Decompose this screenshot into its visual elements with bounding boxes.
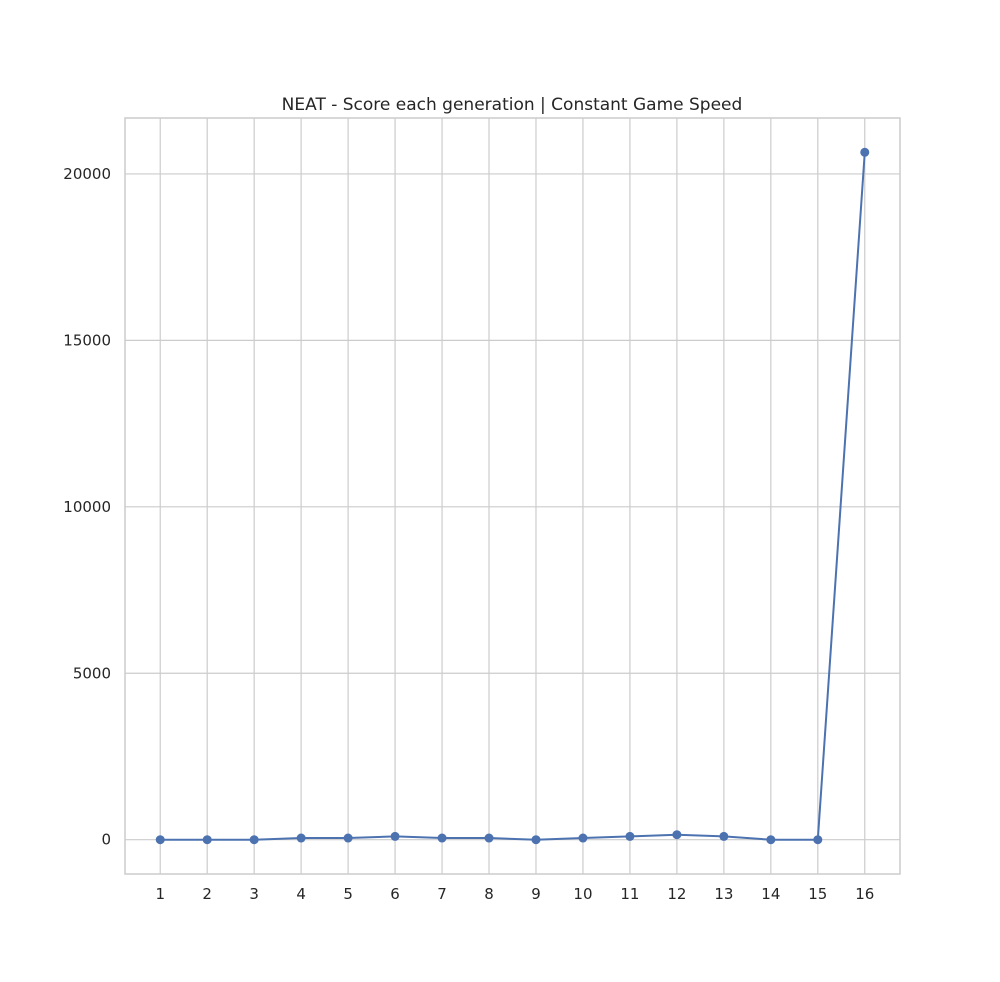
x-tick-label: 13 [714,885,733,903]
y-tick-label: 10000 [63,498,111,516]
y-axis-ticks: 0 5000 10000 15000 20000 [63,165,111,849]
x-tick-label: 2 [202,885,212,903]
data-point [672,830,682,840]
series-group [155,147,870,845]
x-tick-label: 4 [296,885,306,903]
x-tick-label: 5 [343,885,353,903]
x-tick-label: 6 [390,885,400,903]
data-point [719,831,729,841]
plot-frame [124,117,901,875]
series-line [160,152,866,841]
x-axis-ticks: 1 2 3 4 5 6 7 8 9 10 11 12 13 14 15 16 [155,885,874,903]
x-tick-label: 1 [155,885,165,903]
data-point [813,835,823,845]
data-point [578,833,588,843]
y-tick-label: 15000 [63,331,111,349]
x-tick-label: 12 [667,885,686,903]
data-point [155,835,165,845]
chart-title: NEAT - Score each generation | Constant … [282,95,743,115]
data-point [296,833,306,843]
data-point [531,835,541,845]
data-point [484,833,494,843]
y-tick-label: 20000 [63,165,111,183]
data-point [766,835,776,845]
x-tick-label: 7 [437,885,447,903]
x-tick-label: 16 [855,885,874,903]
data-point [437,833,447,843]
x-tick-label: 15 [808,885,827,903]
x-tick-label: 9 [531,885,541,903]
data-point [249,835,259,845]
x-tick-label: 11 [620,885,639,903]
x-tick-label: 10 [573,885,592,903]
data-point [202,835,212,845]
data-point [860,147,870,157]
x-tick-label: 3 [249,885,259,903]
data-point [390,831,400,841]
y-tick-label: 5000 [73,664,111,682]
x-tick-label: 8 [484,885,494,903]
x-tick-label: 14 [761,885,780,903]
data-point [343,833,353,843]
data-point [625,831,635,841]
y-tick-label: 0 [101,831,111,849]
